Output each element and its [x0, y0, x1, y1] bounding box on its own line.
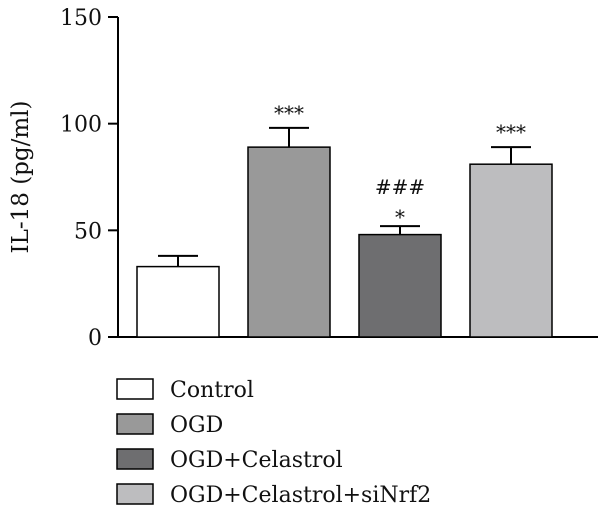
legend-swatch-2 [116, 413, 154, 435]
y-ticks: 0 50 100 150 [60, 6, 118, 351]
error-bars [158, 126, 531, 267]
legend-swatch-4 [116, 483, 154, 505]
legend-swatch-1 [116, 378, 154, 400]
significance-annotations: ***###**** [274, 101, 526, 229]
y-tick-label-50: 50 [74, 219, 102, 244]
bar-4 [469, 163, 553, 338]
bar-2 [247, 146, 331, 338]
y-tick-label-150: 150 [60, 6, 102, 31]
bar-1 [136, 265, 220, 338]
bars [136, 146, 553, 338]
bar-3 [358, 233, 442, 338]
annotation-4-1: *** [496, 120, 526, 144]
legend-label-2: OGD [170, 413, 223, 438]
annotation-2-1: *** [274, 101, 304, 125]
y-axis-label: IL-18 (pg/ml) [8, 100, 34, 253]
y-tick-label-0: 0 [88, 326, 102, 351]
legend: Control OGD OGD+Celastrol OGD+Celastrol+siN… [116, 378, 431, 508]
legend-swatch-3 [116, 448, 154, 470]
legend-label-3: OGD+Celastrol [170, 448, 343, 473]
y-tick-label-100: 100 [60, 113, 102, 138]
legend-label-1: Control [170, 378, 254, 403]
annotation-3-2: * [395, 205, 405, 229]
annotation-3-1: ### [375, 175, 425, 199]
legend-label-4: OGD+Celastrol+siNrf2 [170, 483, 431, 508]
